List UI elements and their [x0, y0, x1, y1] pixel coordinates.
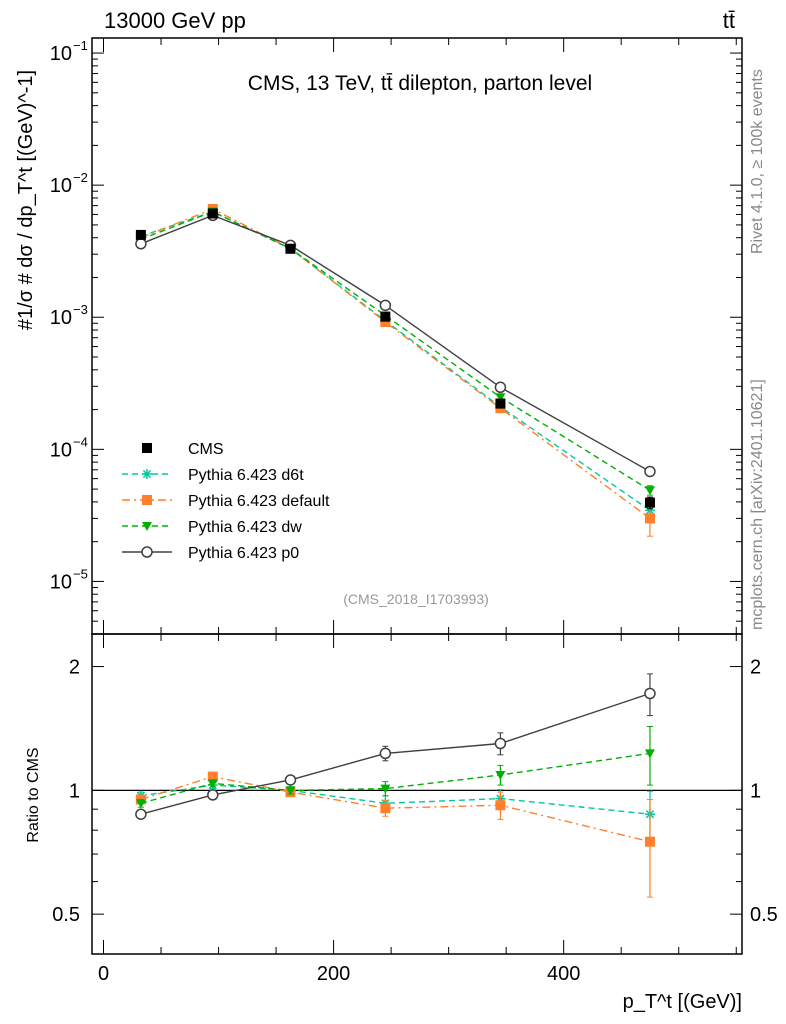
main-y-tick-label: 10	[50, 439, 72, 461]
main-data-point	[207, 208, 218, 219]
legend-marker	[142, 495, 152, 505]
svg-text:mcplots.cern.ch [arXiv:2401.10: mcplots.cern.ch [arXiv:2401.10621]	[749, 379, 766, 630]
x-tick-label: 200	[317, 963, 350, 985]
ratio-data-point	[284, 774, 297, 786]
main-data-point	[285, 243, 296, 254]
ratio-y-tick-label: 0.5	[52, 904, 80, 926]
legend-marker	[141, 546, 153, 558]
main-data-point	[494, 381, 507, 394]
main-y-tick-exponent: −3	[73, 302, 88, 317]
main-series-line-3	[140, 214, 651, 473]
x-tick-label: 400	[547, 963, 580, 985]
svg-text:tt̄: tt̄	[723, 8, 735, 33]
ratio-data-point	[207, 779, 218, 789]
main-y-tick-label: 10	[50, 175, 72, 197]
legend-entry-label: CMS	[188, 441, 224, 458]
legend: CMS Pythia 6.423 d6t Pythia 6.423 default P…	[122, 441, 330, 562]
main-data-point	[495, 393, 506, 403]
ratio-frame	[91, 633, 743, 955]
main-y-tick-exponent: −1	[73, 38, 88, 53]
main-series-line-2	[140, 210, 651, 491]
main-y-tick-label: 10	[50, 307, 72, 329]
ratio-y-tick-label-right: 2	[750, 657, 761, 679]
svg-text:Ratio to CMS: Ratio to CMS	[25, 747, 42, 842]
main-data-point	[495, 398, 506, 409]
ratio-data-point	[644, 749, 655, 759]
ratio-data-point	[644, 687, 656, 700]
ratio-series-line-1	[140, 775, 651, 843]
main-y-tick-exponent: −4	[73, 434, 88, 449]
main-series-line-0	[140, 210, 651, 511]
main-data-point	[380, 317, 391, 328]
ratio-data-point	[135, 799, 146, 809]
legend-marker	[142, 522, 152, 531]
ratio-y-tick-label: 1	[69, 780, 80, 802]
ratio-data-point	[135, 808, 147, 820]
main-data-point	[135, 229, 146, 240]
svg-text:13000 GeV pp: 13000 GeV pp	[104, 8, 246, 33]
main-y-tick-label: 10	[50, 43, 72, 65]
x-axis-label: p_T^t [(GeV)]	[623, 991, 742, 1013]
legend-marker	[142, 469, 152, 479]
main-data-point	[379, 299, 392, 312]
ratio-y-tick-label: 2	[69, 657, 80, 679]
ratio-data-point	[644, 836, 655, 847]
legend-entry-label: Pythia 6.423 d6t	[188, 467, 304, 484]
analysis-watermark: (CMS_2018_I1703993)	[343, 591, 489, 607]
x-tick-label: 0	[98, 963, 109, 985]
ratio-series-line-2	[140, 752, 651, 804]
ratio-data-point	[495, 770, 506, 780]
svg-text:Rivet 4.1.0, ≥ 100k events: Rivet 4.1.0, ≥ 100k events	[749, 69, 766, 254]
main-y-tick-exponent: −2	[73, 170, 88, 185]
ratio-y-tick-label-right: 1	[750, 780, 761, 802]
main-y-tick-exponent: −5	[73, 566, 88, 581]
legend-marker	[142, 443, 152, 453]
main-data-point	[135, 238, 147, 250]
main-data-point	[644, 486, 655, 496]
ratio-data-point	[495, 800, 506, 811]
ratio-data-point	[380, 784, 391, 794]
ratio-series-line-0	[140, 784, 651, 815]
main-title: CMS, 13 TeV, tt̄ dilepton, parton level	[248, 72, 592, 95]
legend-entry-label: Pythia 6.423 default	[188, 493, 330, 510]
ratio-data-point	[494, 737, 507, 750]
ratio-data-point	[207, 789, 219, 801]
ratio-panel	[91, 633, 743, 955]
rivet-label: Rivet 4.1.0, ≥ 100k events	[749, 69, 766, 254]
main-data-point	[380, 311, 391, 322]
legend-entry-label: Pythia 6.423 p0	[188, 545, 299, 562]
svg-text:p_T^t [(GeV)]: p_T^t [(GeV)]	[623, 991, 742, 1013]
ratio-data-point	[379, 747, 392, 760]
main-y-axis-label: #1/σ # dσ / dp_T^t [(GeV)^-1]	[15, 70, 37, 330]
mcplots-label: mcplots.cern.ch [arXiv:2401.10621]	[749, 379, 766, 630]
main-data-point	[644, 465, 656, 478]
header-right-label: tt̄	[723, 8, 735, 33]
ratio-data-point	[380, 803, 391, 814]
main-data-point	[644, 513, 655, 524]
ratio-data-point	[207, 771, 218, 782]
ratio-y-axis-label: Ratio to CMS	[25, 747, 42, 842]
main-y-tick-label: 10	[50, 571, 72, 593]
header-left-label: 13000 GeV pp	[104, 8, 246, 33]
ratio-series-line-3	[140, 692, 651, 815]
ratio-y-tick-label-right: 0.5	[750, 904, 778, 926]
ratio-data-point	[285, 786, 296, 796]
legend-entry-label: Pythia 6.423 dw	[188, 519, 302, 536]
svg-text:#1/σ # dσ / dp_T^t [(GeV)^-1]: #1/σ # dσ / dp_T^t [(GeV)^-1]	[15, 70, 37, 330]
main-data-point	[644, 497, 655, 508]
